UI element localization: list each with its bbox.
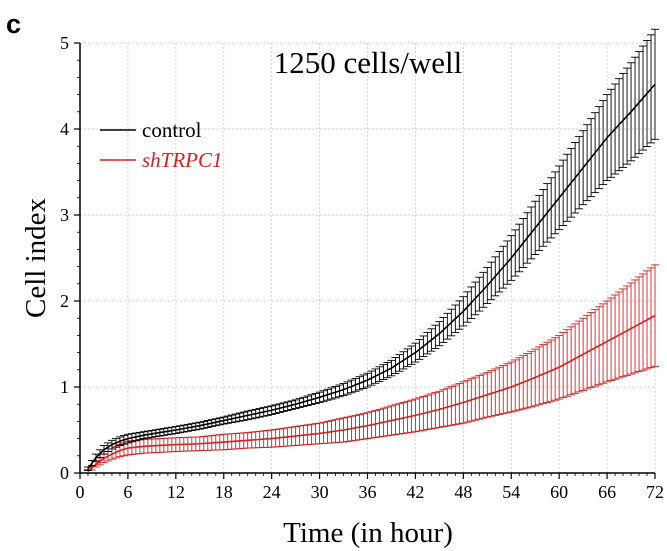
- series-control-error-bars: [83, 28, 659, 471]
- series-control: [83, 28, 659, 471]
- x-tick-label: 42: [406, 482, 424, 502]
- y-tick-label: 1: [60, 377, 69, 397]
- legend-item-control: control: [100, 118, 202, 142]
- y-axis-title: Cell index: [20, 198, 52, 319]
- x-tick-label: 60: [550, 482, 568, 502]
- x-tick-label: 0: [76, 482, 85, 502]
- y-tick-label: 2: [60, 291, 69, 311]
- x-tick-label: 6: [123, 482, 132, 502]
- series-layer: [83, 28, 659, 474]
- y-axis-ticks: 0 1 2 3 4 5: [60, 33, 80, 483]
- legend-item-shtrpc1: shTRPC1: [100, 148, 223, 172]
- x-axis-title: Time (in hour): [283, 517, 453, 549]
- x-tick-label: 66: [598, 482, 616, 502]
- y-tick-label: 3: [60, 205, 69, 225]
- y-tick-label: 0: [60, 463, 69, 483]
- x-tick-label: 36: [359, 482, 377, 502]
- x-tick-label: 30: [311, 482, 329, 502]
- grid: [80, 42, 656, 473]
- legend-label: control: [142, 118, 202, 142]
- chart-title: 1250 cells/well: [274, 45, 463, 80]
- series-shtrpc1-line: [87, 314, 656, 472]
- x-tick-label: 72: [646, 482, 664, 502]
- x-tick-label: 48: [454, 482, 472, 502]
- legend: control shTRPC1: [100, 118, 223, 172]
- x-axis-ticks: 0 6 12 18 24 30 36 42 48 54 60 66 72: [76, 473, 664, 502]
- x-tick-label: 54: [502, 482, 520, 502]
- series-shtrpc1: [83, 264, 659, 474]
- x-tick-label: 12: [167, 482, 185, 502]
- panel-label: c: [6, 9, 21, 39]
- legend-label: shTRPC1: [142, 148, 223, 172]
- series-control-line: [87, 83, 656, 470]
- series-shtrpc1-error-bars: [83, 264, 659, 474]
- x-tick-label: 18: [215, 482, 233, 502]
- y-tick-label: 4: [60, 119, 69, 139]
- y-tick-label: 5: [60, 33, 69, 53]
- x-tick-label: 24: [263, 482, 281, 502]
